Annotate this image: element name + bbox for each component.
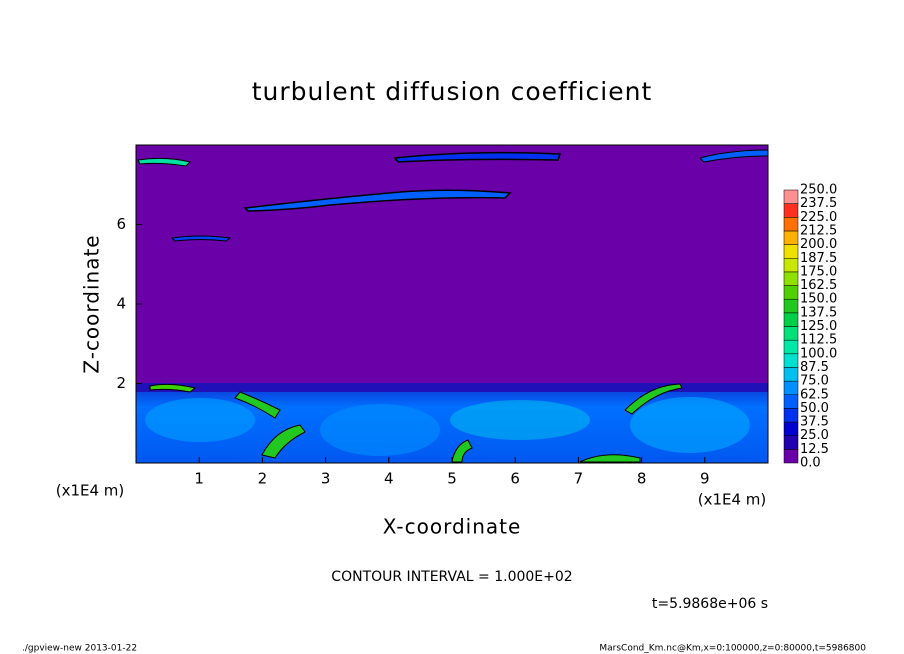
colorbar-label: 0.0 [800,456,821,471]
colorbar-label: 162.5 [800,278,837,293]
colorbar-label: 25.0 [800,428,829,443]
field-feature [630,397,750,453]
footer-right: MarsCond_Km.nc@Km,x=0:100000,z=0:80000,t… [599,644,866,654]
colorbar-label: 125.0 [800,319,837,334]
x-axis-label: X-coordinate [383,515,522,539]
colorbar-box [783,394,799,409]
x-tick-label: 3 [321,470,331,488]
colorbar-box [783,339,799,355]
colorbar-label: 225.0 [800,210,837,225]
colorbar-label: 150.0 [800,292,837,307]
x-tick-label: 1 [194,470,204,488]
contour-field [136,145,769,463]
field-feature [393,151,562,163]
colorbar-box [783,189,799,204]
x-tick-label: 4 [384,470,394,488]
colorbar-box [783,298,799,314]
axis-unit: (x1E4 m) [56,482,125,500]
field-feature [261,424,306,459]
field-feature [234,391,281,419]
colorbar-label: 100.0 [800,346,837,361]
colorbar-box [783,353,799,368]
x-tick-label: 6 [510,470,520,488]
colorbar-label: 175.0 [800,264,837,279]
field-layer [136,383,768,392]
x-tick-label: 5 [447,470,457,488]
colorbar-box [783,380,799,396]
chart-title: turbulent diffusion coefficient [252,77,653,106]
field-feature [137,157,191,167]
colorbar-label: 187.5 [800,251,837,266]
x-tick-label: 8 [637,470,647,488]
axis-unit: (x1E4 m) [698,491,767,509]
colorbar-box [783,367,799,382]
colorbar-label: 250.0 [800,183,837,198]
colorbar-label: 212.5 [800,223,837,238]
x-tick-label: 2 [258,470,268,488]
field-feature [451,439,473,463]
field-feature [624,383,683,415]
colorbar-label: 12.5 [800,442,829,457]
colorbar-label: 112.5 [800,333,837,348]
colorbar-box [783,271,799,286]
field-feature [320,404,440,456]
colorbar-box [783,408,799,423]
colorbar-box [783,203,799,218]
x-tick-label: 9 [700,470,710,488]
colorbar-box [783,285,799,300]
colorbar-box [783,258,799,273]
colorbar-box [783,435,799,450]
colorbar-box [783,449,799,464]
y-tick-label: 2 [116,374,126,392]
colorbar-label: 200.0 [800,237,837,252]
colorbar-label: 237.5 [800,196,837,211]
colorbar-label: 137.5 [800,305,837,320]
colorbar-box [783,244,799,259]
y-tick-label: 6 [116,215,126,233]
colorbar-box [783,230,799,245]
x-tick-label: 7 [574,470,584,488]
colorbar-box [783,217,799,232]
colorbar-box [783,312,799,327]
footer-left: ./gpview-new 2013-01-22 [22,644,137,654]
field-feature [243,189,512,212]
field-feature [149,383,197,393]
y-tick-label: 4 [116,295,126,313]
y-axis-label: Z-coordinate [80,234,104,373]
colorbar-box [783,421,799,436]
colorbar-label: 37.5 [800,415,829,430]
colorbar-box [783,326,799,341]
time-label: t=5.9868e+06 s [652,596,768,612]
colorbar-label: 75.0 [800,374,829,389]
colorbar-label: 50.0 [800,401,829,416]
field-feature [145,398,255,442]
contour-interval: CONTOUR INTERVAL = 1.000E+02 [331,569,572,585]
field-feature [579,454,641,463]
colorbar-label: 62.5 [800,387,829,402]
colorbar-label: 87.5 [800,360,829,375]
field-feature [170,235,232,242]
field-feature [450,400,590,440]
